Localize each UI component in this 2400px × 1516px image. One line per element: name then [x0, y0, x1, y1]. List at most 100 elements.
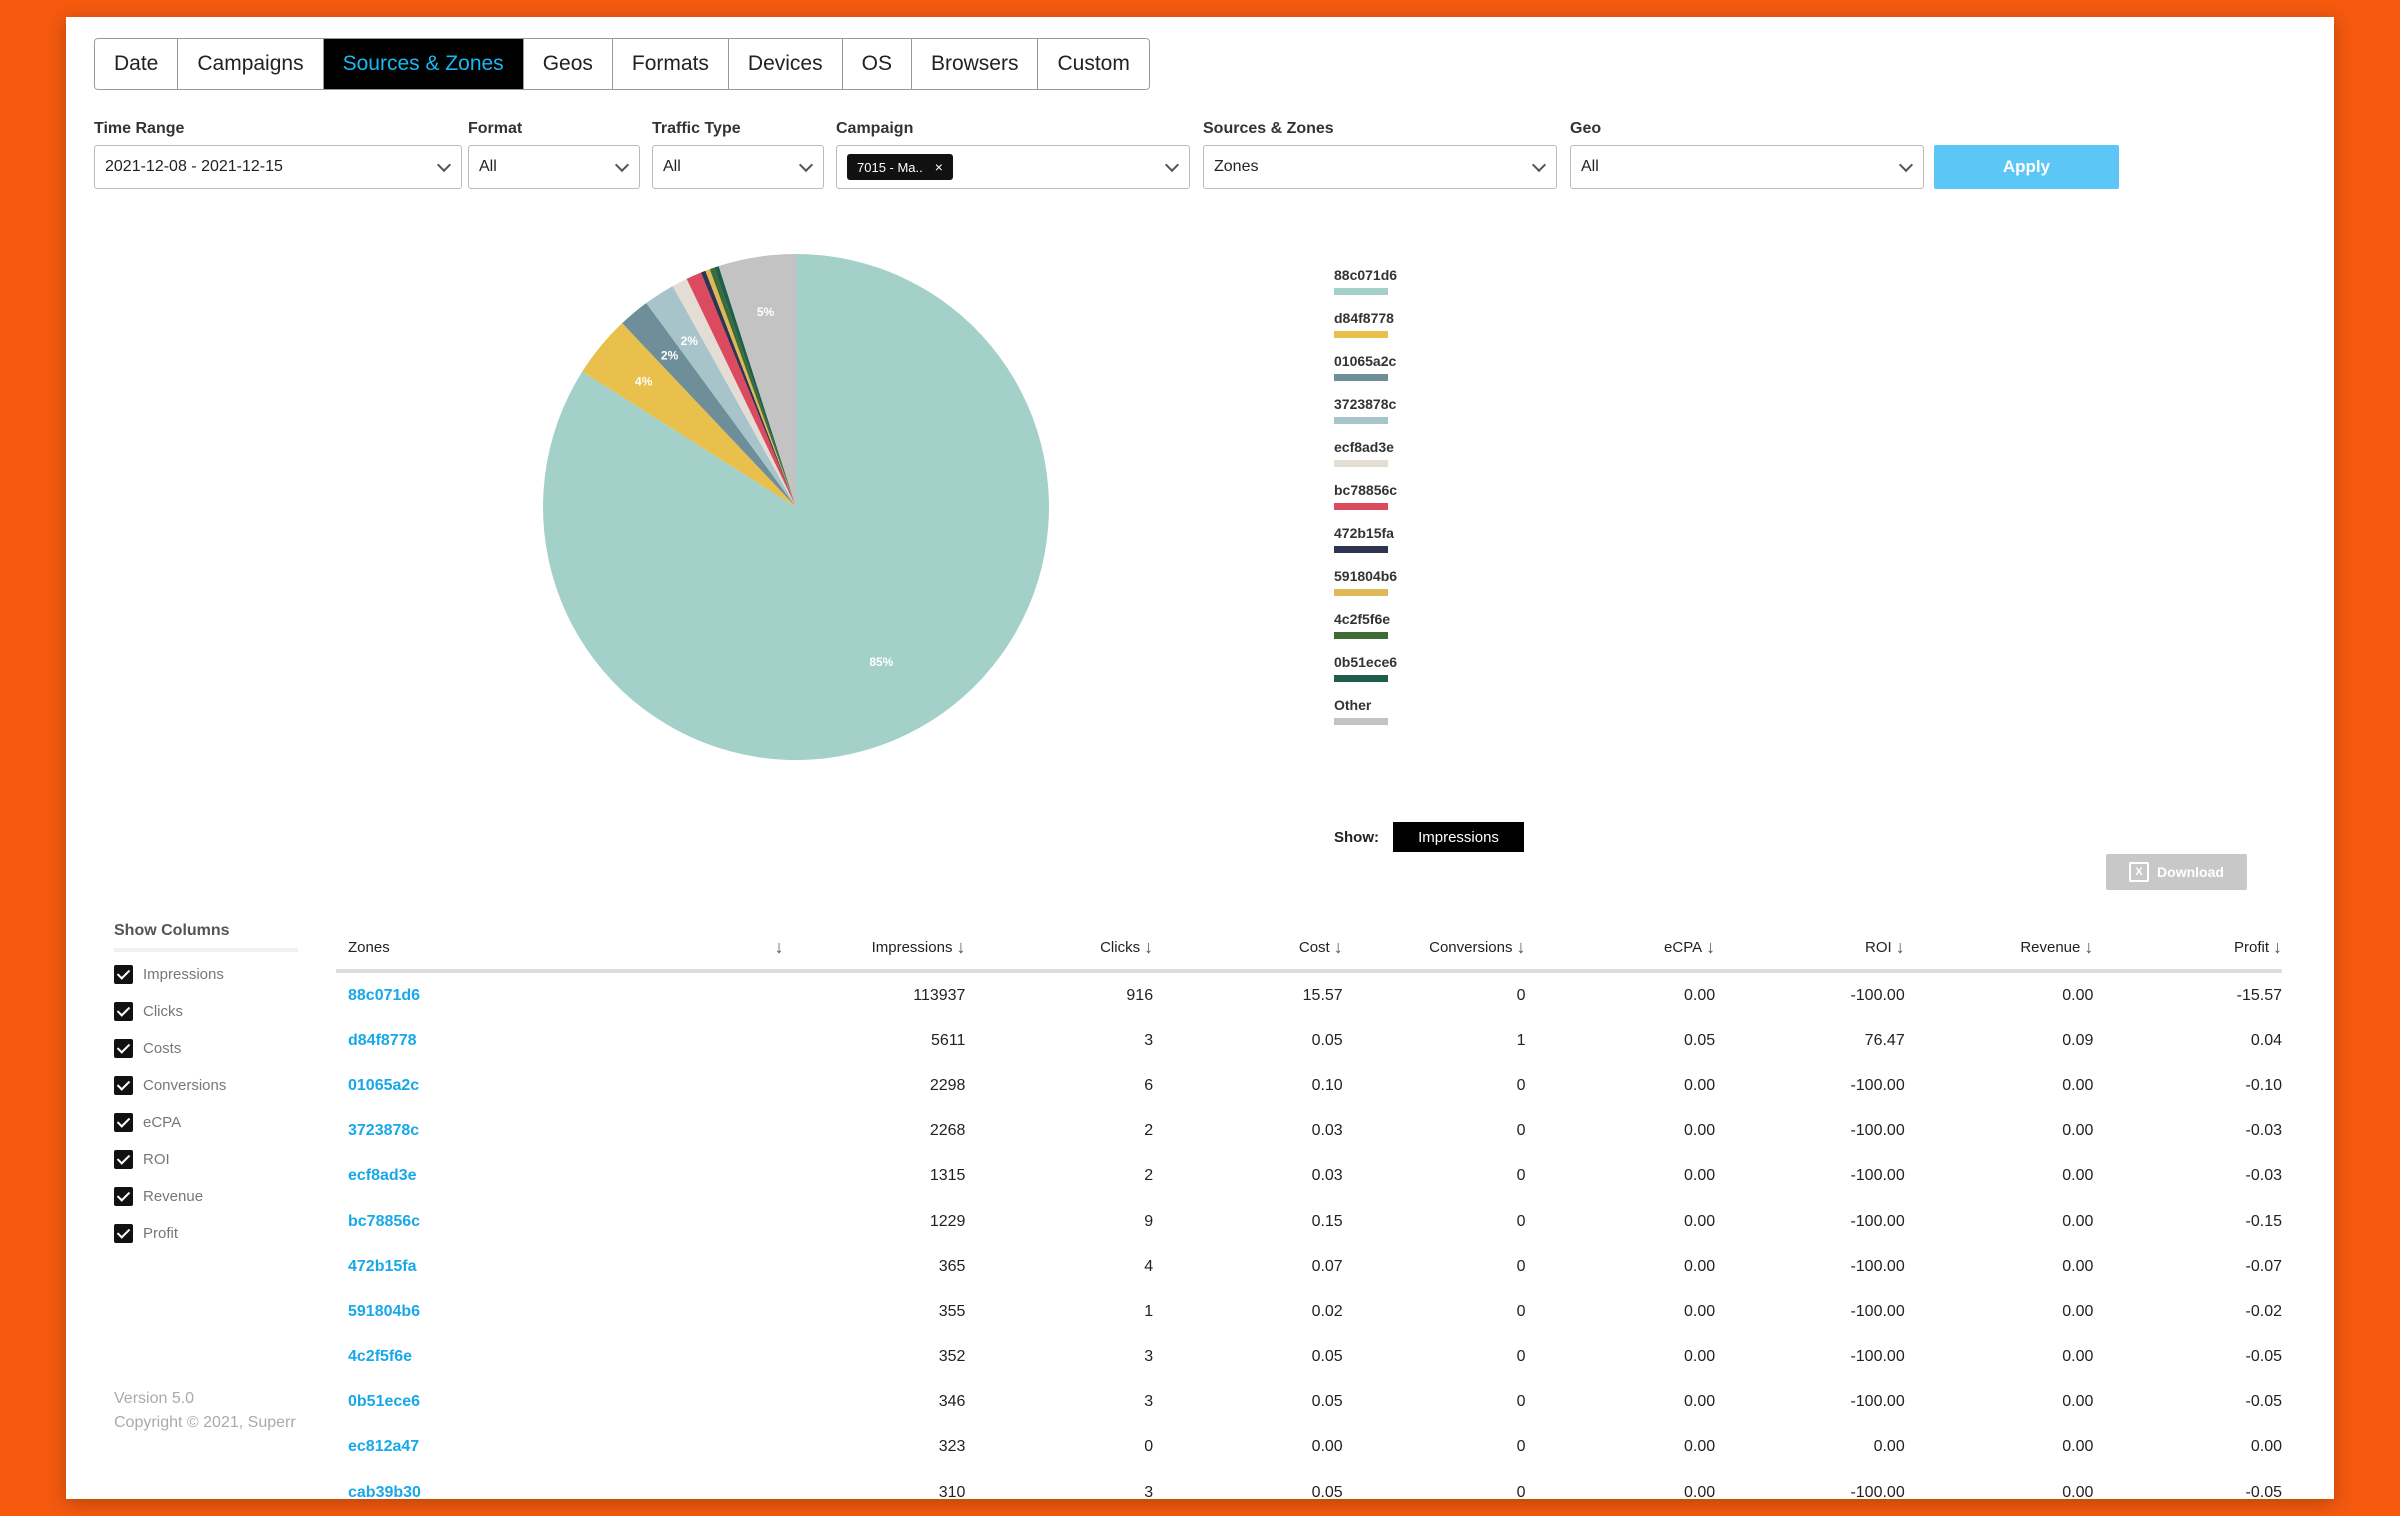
close-icon[interactable]: ×: [934, 159, 943, 175]
legend-item[interactable]: 591804b6: [1334, 568, 1397, 611]
legend-item[interactable]: Other: [1334, 697, 1397, 740]
sort-arrow-icon[interactable]: ↓: [956, 937, 966, 957]
tab-date[interactable]: Date: [95, 39, 179, 89]
campaign-select[interactable]: 7015 - Ma.. ×: [836, 145, 1190, 189]
legend-item[interactable]: 472b15fa: [1334, 525, 1397, 568]
apply-button[interactable]: Apply: [1934, 145, 2119, 189]
column-header-cost[interactable]: Cost ↓: [1153, 937, 1343, 958]
checkbox-checked-icon[interactable]: [114, 1150, 133, 1169]
zone-link[interactable]: 01065a2c: [348, 1076, 420, 1094]
sort-arrow-icon[interactable]: ↓: [1144, 937, 1154, 957]
legend-item[interactable]: 01065a2c: [1334, 353, 1397, 396]
traffic-type-select[interactable]: All: [652, 145, 824, 189]
column-toggle-impressions[interactable]: Impressions: [114, 956, 298, 993]
format-filter: Format All: [468, 120, 640, 189]
download-button[interactable]: X Download: [2106, 854, 2247, 890]
column-header-revenue[interactable]: Revenue ↓: [1905, 937, 2094, 958]
zone-link[interactable]: 88c071d6: [348, 986, 421, 1004]
cell-revenue: 0.00: [2062, 1076, 2094, 1094]
column-header-roi[interactable]: ROI ↓: [1715, 937, 1905, 958]
column-header-clicks[interactable]: Clicks ↓: [965, 937, 1153, 958]
sort-arrow-icon[interactable]: ↓: [1516, 937, 1526, 957]
checkbox-checked-icon[interactable]: [114, 965, 133, 984]
geo-select[interactable]: All: [1570, 145, 1924, 189]
sort-arrow-icon[interactable]: ↓: [774, 937, 784, 957]
column-toggle-revenue[interactable]: Revenue: [114, 1178, 298, 1215]
pie-slice-3723878c[interactable]: [646, 286, 796, 507]
checkbox-checked-icon[interactable]: [114, 1224, 133, 1243]
cell-ecpa: 0.00: [1683, 1122, 1716, 1140]
column-header-conversions[interactable]: Conversions ↓: [1343, 937, 1526, 958]
tab-custom[interactable]: Custom: [1038, 39, 1149, 89]
table-row: 01065a2c 2298 6 0.10 0 0.00 -100.00 0.00 -0.10: [336, 1063, 2282, 1108]
cell-impressions: 355: [938, 1302, 966, 1320]
legend-item[interactable]: ecf8ad3e: [1334, 439, 1397, 482]
zone-link[interactable]: 0b51ece6: [348, 1393, 421, 1411]
tab-browsers[interactable]: Browsers: [911, 39, 1039, 89]
zone-link[interactable]: ec812a47: [348, 1438, 420, 1456]
tab-os[interactable]: OS: [842, 39, 912, 89]
sort-arrow-icon[interactable]: ↓: [1895, 937, 1905, 957]
sort-arrow-icon[interactable]: ↓: [1333, 937, 1343, 957]
sort-arrow-icon[interactable]: ↓: [2273, 937, 2282, 957]
column-header-zones[interactable]: Zones ↓: [336, 937, 784, 958]
zone-link[interactable]: 472b15fa: [348, 1257, 417, 1275]
legend-item[interactable]: 0b51ece6: [1334, 654, 1397, 697]
pie-slice-other[interactable]: [718, 254, 796, 507]
pie-slice-01065a2c[interactable]: [622, 303, 796, 507]
checkbox-checked-icon[interactable]: [114, 1039, 133, 1058]
legend-item[interactable]: d84f8778: [1334, 310, 1397, 353]
checkbox-checked-icon[interactable]: [114, 1002, 133, 1021]
legend-item[interactable]: 88c071d6: [1334, 267, 1397, 310]
column-toggle-roi[interactable]: ROI: [114, 1141, 298, 1178]
zone-link[interactable]: ecf8ad3e: [348, 1167, 417, 1185]
format-value: All: [479, 158, 497, 175]
tab-geos[interactable]: Geos: [523, 39, 613, 89]
column-header-impressions[interactable]: Impressions ↓: [784, 937, 966, 958]
checkbox-checked-icon[interactable]: [114, 1113, 133, 1132]
column-toggle-profit[interactable]: Profit: [114, 1215, 298, 1252]
column-toggle-costs[interactable]: Costs: [114, 1030, 298, 1067]
column-toggle-conversions[interactable]: Conversions: [114, 1067, 298, 1104]
zone-link[interactable]: bc78856c: [348, 1212, 421, 1230]
column-header-profit[interactable]: Profit ↓: [2093, 937, 2282, 958]
pie-slice-0b51ece6[interactable]: [714, 266, 796, 507]
column-toggle-label: Revenue: [143, 1188, 204, 1205]
column-toggle-ecpa[interactable]: eCPA: [114, 1104, 298, 1141]
campaign-chip[interactable]: 7015 - Ma.. ×: [847, 154, 953, 180]
legend-item[interactable]: 4c2f5f6e: [1334, 611, 1397, 654]
tab-formats[interactable]: Formats: [612, 39, 729, 89]
cell-revenue: 0.00: [2062, 1483, 2094, 1499]
legend-item[interactable]: 3723878c: [1334, 396, 1397, 439]
pie-slice-88c071d6[interactable]: [543, 254, 1049, 761]
legend-swatch: [1334, 503, 1388, 510]
pie-slice-ecf8ad3e[interactable]: [672, 278, 796, 507]
sort-arrow-icon[interactable]: ↓: [2084, 937, 2094, 957]
zone-link[interactable]: cab39b30: [348, 1483, 421, 1499]
pie-slice-d84f8778[interactable]: [582, 323, 796, 507]
time-range-select[interactable]: 2021-12-08 - 2021-12-15: [94, 145, 462, 189]
zone-link[interactable]: 4c2f5f6e: [348, 1348, 413, 1366]
tab-campaigns[interactable]: Campaigns: [178, 39, 324, 89]
pie-slice-472b15fa[interactable]: [700, 270, 796, 507]
column-toggle-clicks[interactable]: Clicks: [114, 993, 298, 1030]
tab-devices[interactable]: Devices: [728, 39, 843, 89]
zone-link[interactable]: 3723878c: [348, 1122, 420, 1140]
column-header-label: Profit: [2233, 939, 2269, 956]
checkbox-checked-icon[interactable]: [114, 1076, 133, 1095]
pie-slice-bc78856c[interactable]: [686, 272, 796, 507]
cell-revenue: 0.00: [2062, 986, 2094, 1004]
pie-slice-591804b6[interactable]: [705, 269, 796, 507]
legend-item[interactable]: bc78856c: [1334, 482, 1397, 525]
pie-slice-4c2f5f6e[interactable]: [709, 267, 796, 507]
sort-arrow-icon[interactable]: ↓: [1706, 937, 1716, 957]
zone-link[interactable]: d84f8778: [348, 1031, 417, 1049]
checkbox-checked-icon[interactable]: [114, 1187, 133, 1206]
format-select[interactable]: All: [468, 145, 640, 189]
column-header-ecpa[interactable]: eCPA ↓: [1526, 937, 1716, 958]
sources-zones-select[interactable]: Zones: [1203, 145, 1557, 189]
tab-sources-zones[interactable]: Sources & Zones: [323, 39, 524, 89]
zone-link[interactable]: 591804b6: [348, 1302, 421, 1320]
show-metric-select[interactable]: Impressions: [1393, 822, 1524, 852]
cell-cost: 0.07: [1311, 1257, 1343, 1275]
